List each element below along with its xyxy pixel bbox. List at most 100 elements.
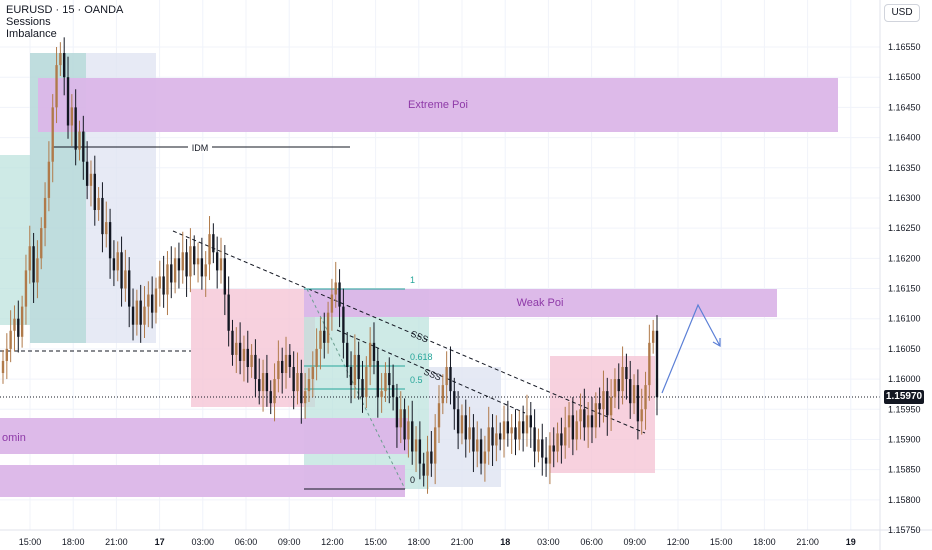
- candle-body: [204, 264, 207, 277]
- candle-body: [460, 415, 464, 434]
- candle-body: [372, 342, 376, 361]
- candle-body: [330, 294, 334, 313]
- candle-body: [63, 53, 66, 78]
- candle-body: [238, 342, 242, 361]
- candle-body: [158, 276, 161, 289]
- projection-path: [661, 303, 721, 394]
- time-tick-label: 19: [846, 537, 856, 547]
- candle-body: [548, 445, 552, 464]
- candle-body: [5, 348, 9, 361]
- candle-body: [361, 379, 364, 398]
- time-tick-label: 18:00: [408, 537, 431, 547]
- candle-body: [288, 354, 292, 367]
- candle-body: [265, 373, 269, 392]
- candle-body: [59, 53, 62, 66]
- annotation-labels: Extreme Poi Weak Poi IDM SSS SSS omin 1 …: [2, 99, 563, 485]
- candle-body: [617, 379, 620, 392]
- candle-body: [510, 427, 513, 434]
- indicator-sessions[interactable]: Sessions: [6, 16, 51, 28]
- fib-label-0618: 0.618: [410, 352, 433, 362]
- indicator-imbalance[interactable]: Imbalance: [6, 28, 57, 40]
- candle-body: [552, 445, 555, 452]
- candle-body: [445, 366, 448, 386]
- candle-body: [89, 173, 93, 186]
- time-tick-label: 15:00: [710, 537, 733, 547]
- candle-body: [40, 228, 43, 259]
- candle-body: [101, 197, 104, 235]
- candle-body: [303, 391, 307, 404]
- candle-body: [78, 131, 81, 150]
- candle-body: [36, 258, 39, 283]
- fib-diagonal: [306, 288, 406, 490]
- price-tick-label: 1.16250: [888, 223, 921, 233]
- symbol-title[interactable]: EURUSD · 15 · OANDA: [6, 4, 124, 16]
- time-tick-label: 21:00: [105, 537, 128, 547]
- candle-body: [246, 348, 249, 367]
- candle-body: [139, 300, 142, 325]
- candle-body: [28, 246, 31, 271]
- candle-body: [606, 391, 609, 416]
- candle-body: [120, 252, 123, 289]
- price-tick-label: 1.16500: [888, 72, 921, 82]
- candle-body: [479, 439, 483, 464]
- candle-body: [273, 379, 276, 404]
- idm-label: IDM: [192, 143, 209, 153]
- weak-poi-zone: [304, 289, 777, 317]
- candle-body: [575, 421, 578, 440]
- annotation-lines: [0, 146, 880, 490]
- candle-body: [51, 107, 54, 162]
- time-tick-label: 18:00: [753, 537, 776, 547]
- time-tick-label: 06:00: [235, 537, 258, 547]
- candle-body: [456, 409, 460, 434]
- candle-body: [326, 312, 330, 343]
- extreme-poi-label: Extreme Poi: [408, 99, 468, 111]
- candle-body: [105, 222, 108, 235]
- candle-body: [97, 197, 100, 211]
- candle-body: [223, 258, 227, 295]
- candle-body: [269, 391, 272, 404]
- candle-body: [625, 366, 628, 380]
- candle-body: [254, 354, 257, 380]
- candle-body: [281, 360, 284, 374]
- candle-body: [242, 348, 246, 361]
- chart-legend[interactable]: EURUSD · 15 · OANDA Sessions Imbalance: [6, 4, 123, 40]
- price-tick-label: 1.16000: [888, 374, 921, 384]
- time-tick-label: 03:00: [537, 537, 560, 547]
- candle-body: [231, 330, 234, 355]
- candle-body: [219, 258, 223, 271]
- poi-zone-bottom-1: [0, 418, 408, 454]
- candle-body: [437, 403, 441, 428]
- currency-button[interactable]: USD: [884, 4, 920, 22]
- weak-poi-label: Weak Poi: [517, 297, 564, 309]
- candle-body: [571, 415, 575, 440]
- candle-body: [349, 366, 353, 386]
- candle-body: [648, 342, 651, 386]
- candle-body: [556, 433, 559, 452]
- candle-body: [426, 451, 429, 476]
- candle-body: [376, 360, 379, 398]
- candle-body: [338, 282, 341, 307]
- price-tick-label: 1.16300: [888, 193, 921, 203]
- price-tick-label: 1.16200: [888, 253, 921, 263]
- candle-body: [311, 366, 314, 380]
- candle-body: [150, 294, 154, 313]
- candle-body: [200, 258, 204, 277]
- candle-body: [567, 415, 571, 428]
- candle-body: [296, 373, 299, 392]
- candle-body: [43, 197, 47, 229]
- candle-body: [544, 457, 548, 464]
- poi-zone-bottom-2: [0, 465, 405, 497]
- candle-body: [20, 306, 24, 337]
- candle-body: [495, 433, 498, 446]
- candle-body: [560, 433, 563, 446]
- price-tick-label: 1.15850: [888, 465, 921, 475]
- trendline-ssl-1: [172, 230, 646, 434]
- candle-body: [636, 385, 640, 422]
- candle-body: [319, 330, 322, 349]
- price-tick-label: 1.15750: [888, 525, 921, 535]
- projection-arrowhead: [712, 338, 721, 348]
- candle-body: [47, 161, 51, 198]
